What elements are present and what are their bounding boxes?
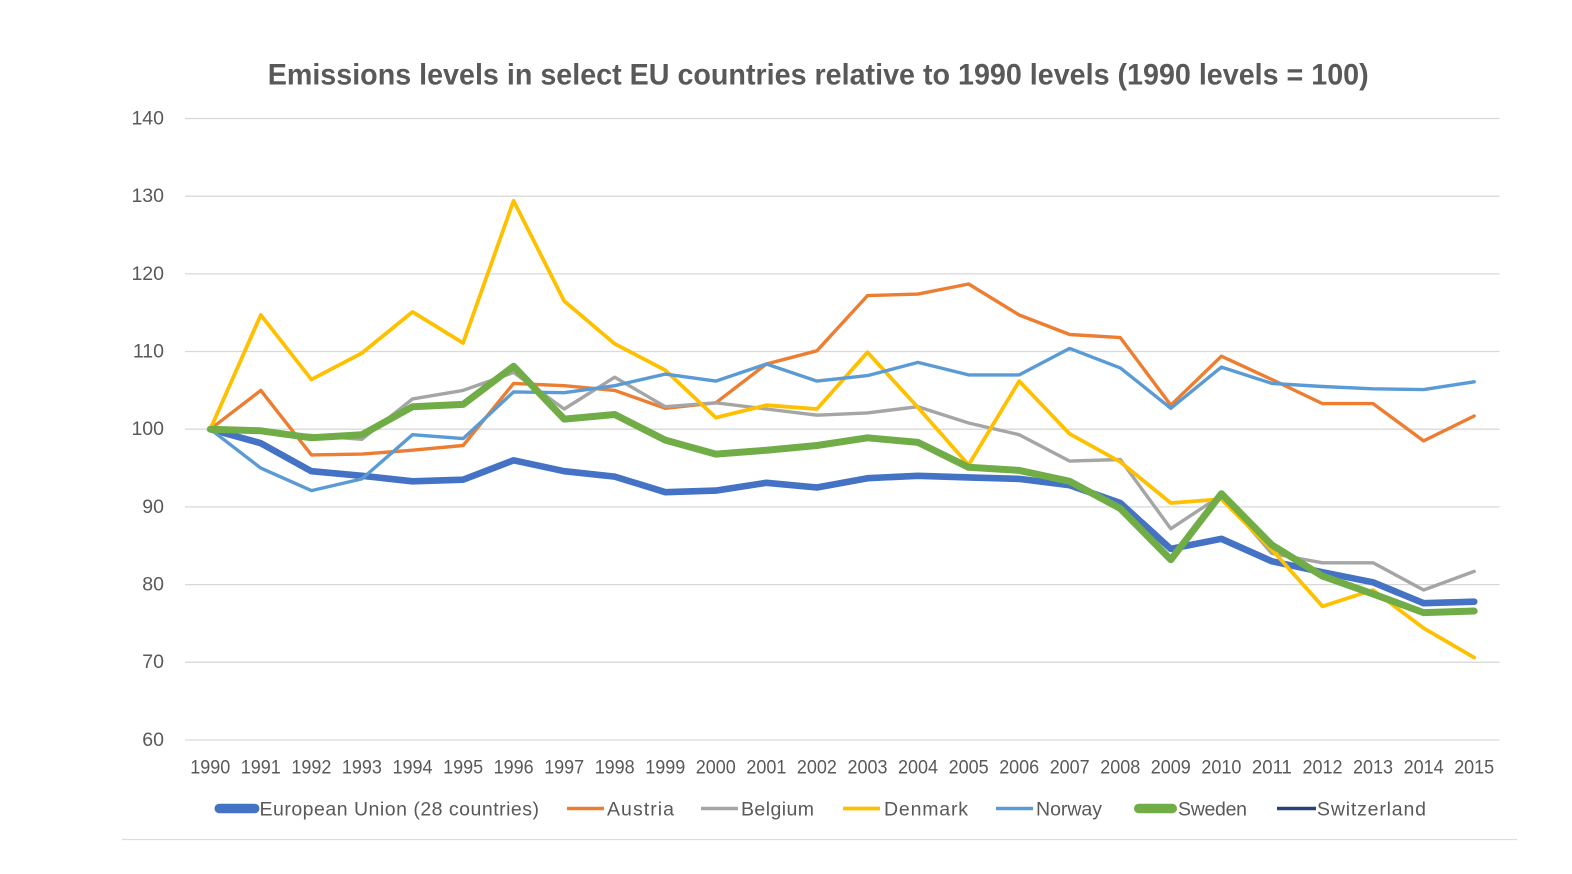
svg-text:European Union (28 countries): European Union (28 countries) [260, 798, 540, 820]
svg-text:Denmark: Denmark [884, 798, 968, 820]
svg-text:1993: 1993 [342, 756, 382, 778]
svg-text:2007: 2007 [1050, 756, 1090, 778]
svg-text:2011: 2011 [1252, 756, 1292, 778]
svg-text:60: 60 [142, 729, 164, 751]
svg-text:2006: 2006 [999, 756, 1039, 778]
svg-text:1997: 1997 [544, 756, 584, 778]
svg-text:120: 120 [131, 263, 164, 285]
svg-text:Belgium: Belgium [741, 798, 814, 820]
svg-text:1995: 1995 [443, 756, 483, 778]
svg-text:90: 90 [142, 496, 164, 518]
svg-text:2001: 2001 [746, 756, 786, 778]
svg-text:110: 110 [133, 340, 164, 362]
svg-text:1994: 1994 [393, 756, 433, 778]
svg-text:2000: 2000 [696, 756, 736, 778]
svg-text:2002: 2002 [797, 756, 837, 778]
svg-text:2015: 2015 [1454, 756, 1494, 778]
svg-text:70: 70 [142, 651, 164, 673]
svg-text:2013: 2013 [1353, 756, 1393, 778]
svg-text:1990: 1990 [190, 756, 230, 778]
svg-text:2009: 2009 [1151, 756, 1191, 778]
svg-text:Norway: Norway [1036, 798, 1102, 820]
svg-text:2010: 2010 [1201, 756, 1241, 778]
svg-text:Switzerland: Switzerland [1317, 798, 1426, 820]
svg-text:1996: 1996 [494, 756, 534, 778]
svg-text:1998: 1998 [595, 756, 635, 778]
svg-text:100: 100 [131, 418, 164, 440]
svg-text:1992: 1992 [291, 756, 331, 778]
svg-text:130: 130 [131, 185, 164, 207]
svg-text:1991: 1991 [241, 756, 281, 778]
svg-text:2004: 2004 [898, 756, 938, 778]
svg-text:Emissions levels in select EU: Emissions levels in select EU countries … [268, 59, 1369, 92]
svg-text:2003: 2003 [848, 756, 888, 778]
svg-text:Sweden: Sweden [1178, 798, 1247, 820]
svg-text:2005: 2005 [949, 756, 989, 778]
svg-text:Austria: Austria [607, 798, 674, 820]
svg-text:2012: 2012 [1303, 756, 1343, 778]
svg-text:1999: 1999 [645, 756, 685, 778]
svg-text:2008: 2008 [1100, 756, 1140, 778]
svg-text:2014: 2014 [1404, 756, 1444, 778]
svg-text:80: 80 [142, 574, 164, 596]
svg-text:140: 140 [131, 107, 164, 129]
